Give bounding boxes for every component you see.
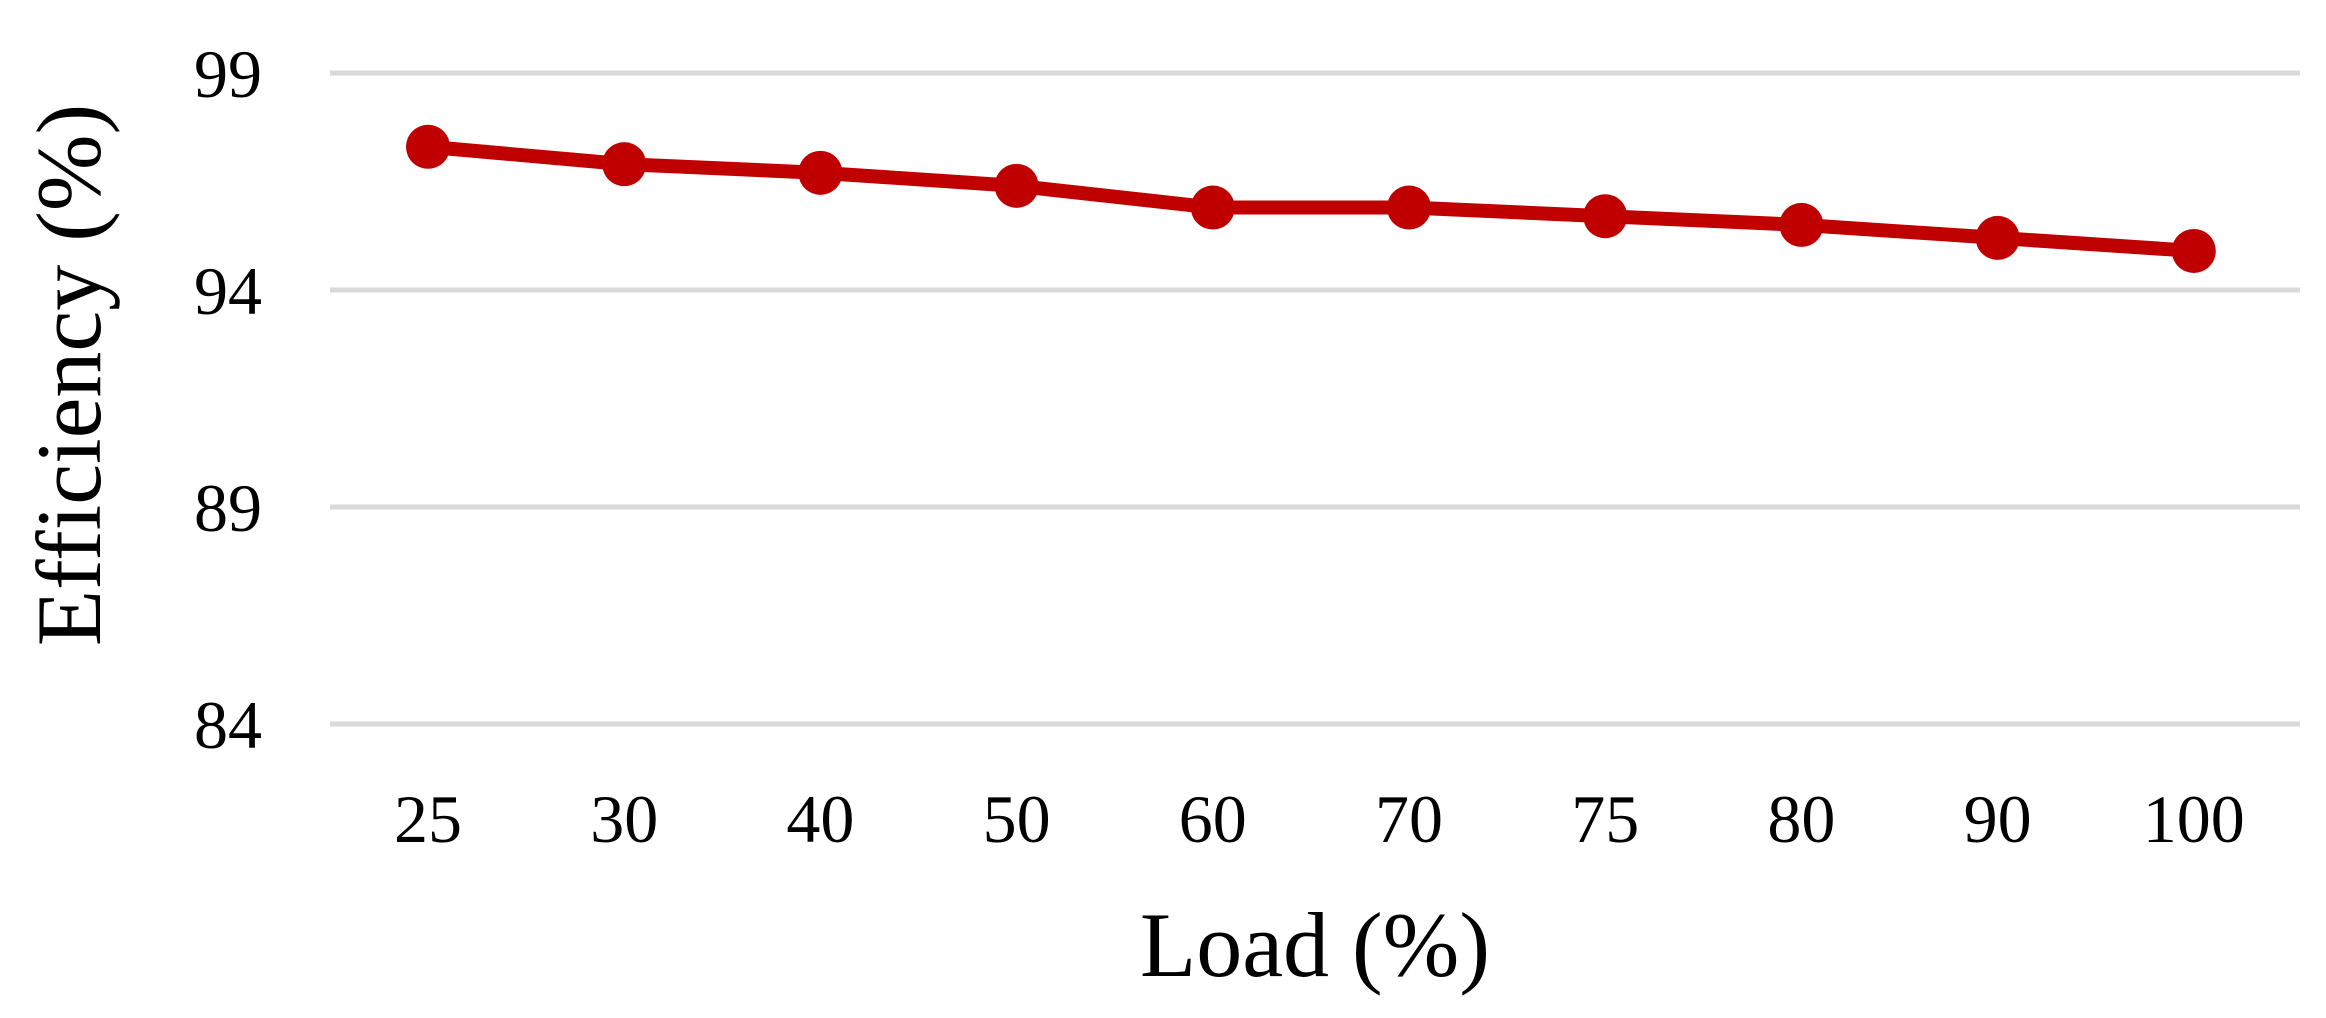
data-point-100	[2171, 228, 2216, 273]
x-tick-label: 25	[394, 781, 462, 857]
x-tick-label: 60	[1179, 781, 1247, 857]
data-point-50	[994, 163, 1039, 208]
data-point-75	[1583, 194, 1628, 239]
y-tick-label: 94	[194, 253, 262, 329]
data-point-40	[798, 150, 843, 195]
data-point-25	[406, 124, 450, 169]
data-point-30	[602, 142, 647, 187]
x-axis-title: Load (%)	[1140, 894, 1490, 996]
y-tick-label: 89	[194, 470, 262, 546]
x-tick-label: 40	[786, 781, 854, 857]
x-tick-label: 30	[590, 781, 658, 857]
x-tick-label: 100	[2143, 781, 2245, 857]
x-tick-label: 80	[1767, 781, 1835, 857]
data-point-90	[1975, 215, 2020, 260]
series-layer	[406, 124, 2216, 273]
data-point-80	[1779, 202, 1824, 247]
series-line	[421, 139, 2201, 258]
data-point-70	[1387, 185, 1431, 230]
x-tick-label: 90	[1964, 781, 2032, 857]
y-axis-title: Efficiency (%)	[18, 104, 120, 646]
data-point-60	[1190, 185, 1235, 230]
x-axis-ticks: 25 30 40 50 60 70 75 80 90 100	[394, 781, 2245, 857]
x-tick-label: 70	[1375, 781, 1443, 857]
y-axis-ticks: 84 89 94 99	[194, 36, 262, 763]
x-tick-label: 75	[1571, 781, 1639, 857]
y-tick-label: 84	[194, 687, 262, 763]
y-tick-label: 99	[194, 36, 262, 112]
gridlines	[330, 70, 2300, 727]
x-tick-label: 50	[983, 781, 1051, 857]
